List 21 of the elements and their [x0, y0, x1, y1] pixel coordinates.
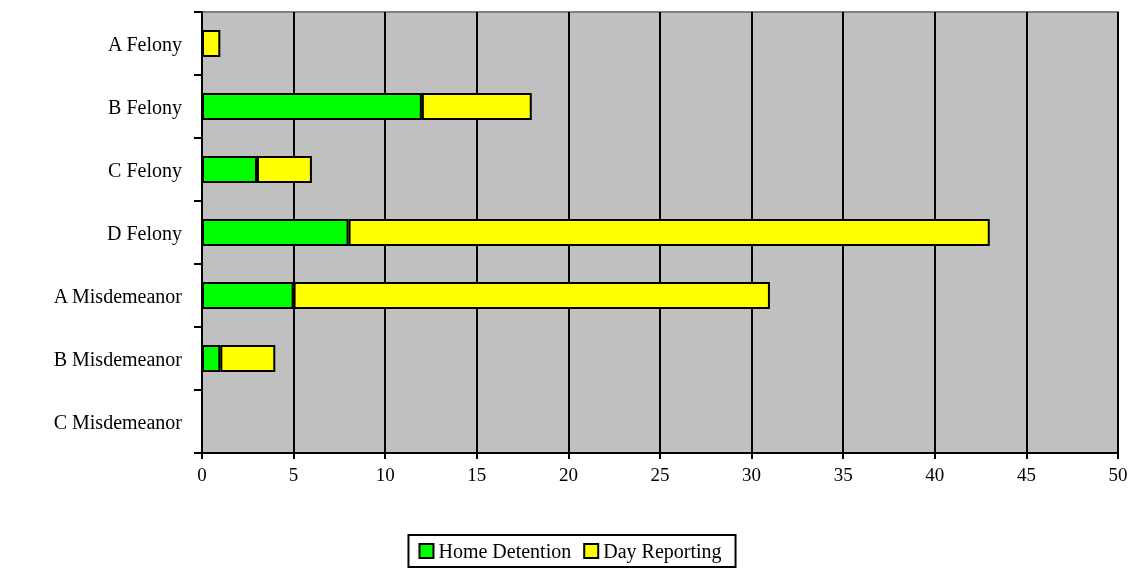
- x-tick-label: 40: [925, 464, 945, 485]
- legend-label: Home Detention: [438, 540, 572, 562]
- x-tick-label: 25: [650, 464, 670, 485]
- y-tick-label: B Misdemeanor: [53, 347, 183, 370]
- bar: [202, 30, 221, 57]
- x-tick-label: 35: [833, 464, 853, 485]
- x-tick-label: 5: [288, 464, 299, 485]
- y-tick-label: A Felony: [108, 32, 182, 56]
- legend-label: Day Reporting: [603, 540, 722, 563]
- x-tick-label: 30: [742, 464, 762, 485]
- x-tick-label: 10: [375, 464, 395, 485]
- y-tick-label: C Misdemeanor: [53, 410, 183, 433]
- x-tick-label: 0: [197, 464, 207, 485]
- x-tick-label: 50: [1108, 464, 1128, 485]
- y-tick-label: D Felony: [107, 221, 182, 245]
- x-tick-label: 15: [467, 464, 487, 485]
- y-tick-label: B Felony: [108, 95, 182, 119]
- x-tick-label: 45: [1016, 464, 1036, 485]
- y-tick-label: A Misdemeanor: [53, 284, 183, 307]
- x-tick-label: 20: [558, 464, 578, 485]
- y-tick-label: C Felony: [108, 158, 182, 182]
